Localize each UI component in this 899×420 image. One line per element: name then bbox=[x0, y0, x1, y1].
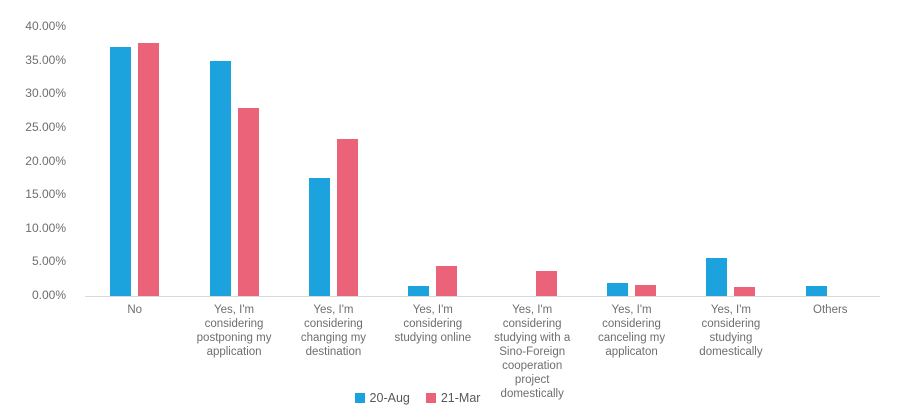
bar-21-mar bbox=[734, 287, 756, 296]
y-axis-tick-label: 15.00% bbox=[25, 187, 66, 202]
bar-group bbox=[582, 27, 681, 296]
x-axis-category-label: Yes, I'm considering postponing my appli… bbox=[196, 304, 272, 359]
y-axis-tick-label: 35.00% bbox=[25, 52, 66, 67]
bar-group bbox=[85, 27, 184, 296]
bar-group bbox=[781, 27, 880, 296]
bar-20-aug bbox=[408, 285, 430, 296]
x-axis-category-label: Yes, I'm considering studying online bbox=[394, 304, 472, 345]
bar-group bbox=[483, 27, 582, 296]
legend-swatch-icon bbox=[354, 393, 365, 403]
legend-label: 21-Mar bbox=[440, 391, 481, 405]
bar-20-aug bbox=[706, 258, 728, 296]
bar-21-mar bbox=[237, 107, 259, 296]
legend-swatch-icon bbox=[425, 393, 436, 403]
y-axis-tick-label: 0.00% bbox=[31, 288, 66, 302]
legend-item-21-mar: 21-Mar bbox=[425, 391, 481, 405]
x-axis-category-label: Others bbox=[813, 304, 848, 316]
legend-label: 20-Aug bbox=[369, 391, 410, 405]
x-axis-category-label: Yes, I'm considering studying with a Sin… bbox=[494, 304, 571, 401]
y-axis-tick-label: 25.00% bbox=[25, 119, 66, 134]
y-axis-tick-label: 30.00% bbox=[25, 86, 66, 101]
y-axis: 0.00% 5.00% 10.00% 15.00% 20.00% 25.00% 30.00%… bbox=[0, 0, 78, 420]
bar-20-aug bbox=[607, 283, 629, 296]
y-axis-tick-label: 20.00% bbox=[25, 153, 66, 168]
legend: 20-Aug 21-Mar bbox=[0, 391, 899, 405]
plot-area bbox=[85, 27, 880, 296]
bar-21-mar bbox=[535, 271, 557, 296]
bar-20-aug bbox=[805, 285, 827, 296]
bar-21-mar bbox=[436, 266, 458, 296]
y-axis-tick-label: 40.00% bbox=[25, 19, 66, 33]
bar-group bbox=[284, 27, 383, 296]
bar-20-aug bbox=[308, 178, 330, 296]
legend-item-20-aug: 20-Aug bbox=[354, 391, 410, 405]
bar-21-mar bbox=[138, 43, 160, 296]
x-axis-category-label: Yes, I'm considering canceling my applic… bbox=[598, 304, 666, 359]
bar-20-aug bbox=[110, 47, 132, 296]
bar-21-mar bbox=[635, 284, 657, 296]
x-axis-category-label: Yes, I'm considering studying domestical… bbox=[699, 304, 763, 359]
x-axis-line bbox=[85, 296, 880, 297]
bar-group bbox=[184, 27, 283, 296]
x-axis-category-label: No bbox=[127, 304, 143, 316]
bar-20-aug bbox=[209, 60, 231, 296]
bar-group bbox=[681, 27, 780, 296]
bar-21-mar bbox=[336, 139, 358, 296]
y-axis-tick-label: 10.00% bbox=[25, 220, 66, 235]
bar-group bbox=[383, 27, 482, 296]
x-axis-category-label: Yes, I'm considering changing my destina… bbox=[300, 304, 367, 359]
legend-items: 20-Aug 21-Mar bbox=[354, 391, 481, 405]
y-axis-tick-label: 5.00% bbox=[31, 254, 66, 269]
